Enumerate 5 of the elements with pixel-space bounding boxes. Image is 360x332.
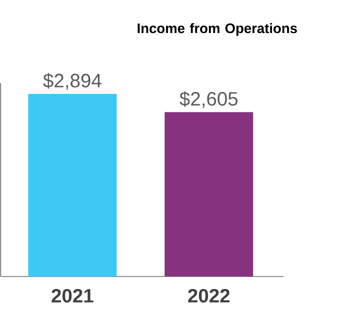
- chart-title: Income from Operations: [138, 23, 297, 36]
- x-tick-label: 2021: [52, 289, 94, 303]
- x-tick-label: 2022: [188, 289, 230, 303]
- data-label: $2,894: [43, 73, 102, 90]
- data-label: $2,605: [180, 91, 238, 108]
